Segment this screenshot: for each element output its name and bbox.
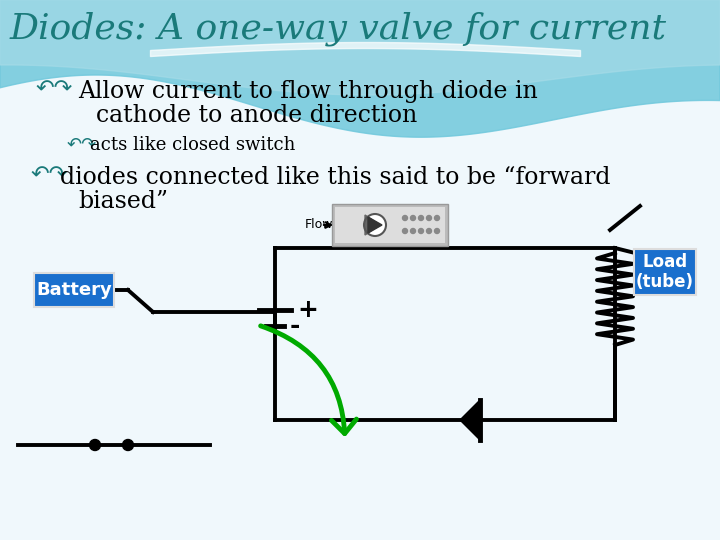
Text: Flow: Flow: [305, 219, 333, 232]
FancyBboxPatch shape: [335, 207, 445, 243]
Circle shape: [402, 215, 408, 220]
Circle shape: [89, 440, 101, 450]
Circle shape: [426, 215, 431, 220]
Polygon shape: [368, 217, 382, 233]
Text: Allow current to flow through diode in: Allow current to flow through diode in: [78, 80, 538, 103]
Polygon shape: [365, 215, 380, 235]
FancyBboxPatch shape: [634, 249, 696, 295]
Text: +: +: [297, 298, 318, 322]
FancyBboxPatch shape: [332, 204, 448, 246]
Circle shape: [418, 215, 423, 220]
FancyArrowPatch shape: [261, 326, 356, 434]
Text: Battery: Battery: [36, 281, 112, 299]
Circle shape: [410, 215, 415, 220]
Text: biased”: biased”: [78, 190, 168, 213]
Text: acts like closed switch: acts like closed switch: [90, 136, 295, 154]
Circle shape: [402, 228, 408, 233]
Circle shape: [418, 228, 423, 233]
Text: cathode to anode direction: cathode to anode direction: [96, 104, 418, 127]
Circle shape: [434, 228, 439, 233]
Text: ↶↷: ↶↷: [30, 166, 67, 186]
Circle shape: [434, 215, 439, 220]
Text: -: -: [290, 314, 300, 338]
Circle shape: [410, 228, 415, 233]
Circle shape: [426, 228, 431, 233]
Text: ↶↷: ↶↷: [67, 136, 97, 154]
Circle shape: [364, 214, 386, 236]
Polygon shape: [460, 400, 480, 440]
Circle shape: [122, 440, 133, 450]
FancyBboxPatch shape: [34, 273, 114, 307]
Text: ↶↷: ↶↷: [35, 80, 72, 100]
Text: Diodes: A one-way valve for current: Diodes: A one-way valve for current: [10, 12, 667, 46]
Text: diodes connected like this said to be “forward: diodes connected like this said to be “f…: [60, 166, 611, 189]
Text: Load
(tube): Load (tube): [636, 253, 694, 292]
